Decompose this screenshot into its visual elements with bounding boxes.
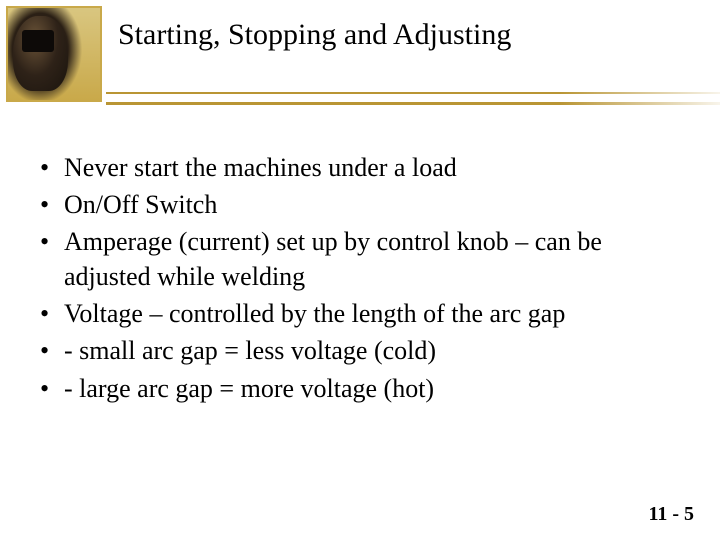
slide-title: Starting, Stopping and Adjusting xyxy=(118,18,511,52)
divider-fade xyxy=(560,92,720,105)
slide-content: Never start the machines under a load On… xyxy=(36,150,684,408)
helmet-visor xyxy=(22,30,54,52)
list-item: Amperage (current) set up by control kno… xyxy=(36,224,684,294)
title-divider xyxy=(106,92,720,105)
list-item: - small arc gap = less voltage (cold) xyxy=(36,333,684,368)
list-item: Never start the machines under a load xyxy=(36,150,684,185)
logo-frame xyxy=(6,6,102,102)
list-item: - large arc gap = more voltage (hot) xyxy=(36,371,684,406)
page-number: 11 - 5 xyxy=(648,503,694,526)
slide-header: Starting, Stopping and Adjusting xyxy=(0,0,720,108)
list-item: Voltage – controlled by the length of th… xyxy=(36,296,684,331)
bullet-list: Never start the machines under a load On… xyxy=(36,150,684,406)
list-item: On/Off Switch xyxy=(36,187,684,222)
welding-helmet-icon xyxy=(13,16,68,91)
